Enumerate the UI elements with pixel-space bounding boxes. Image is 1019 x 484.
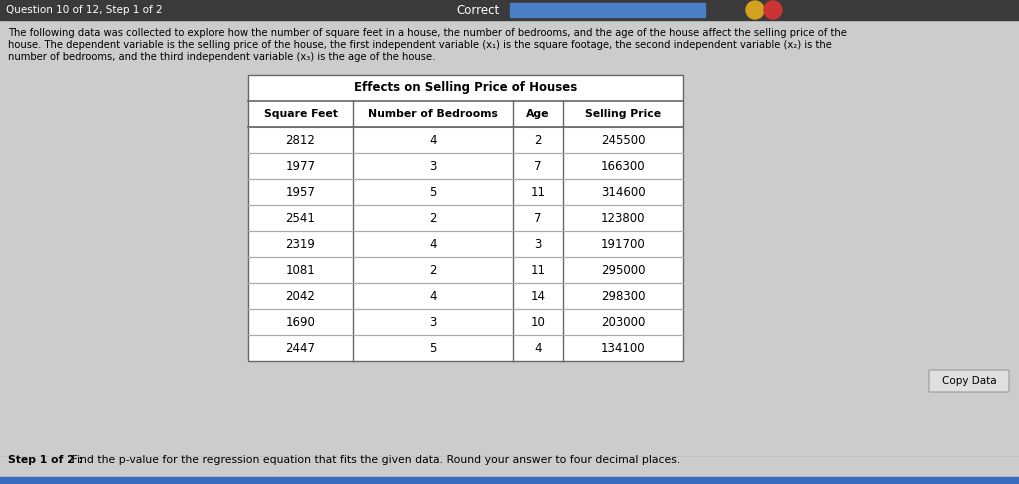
Text: 1690: 1690 xyxy=(285,316,315,329)
Text: 11: 11 xyxy=(530,185,545,198)
Text: 191700: 191700 xyxy=(600,238,645,251)
Text: 4: 4 xyxy=(429,134,436,147)
Text: 245500: 245500 xyxy=(600,134,645,147)
Text: Number of Bedrooms: Number of Bedrooms xyxy=(368,109,497,119)
Circle shape xyxy=(763,1,782,19)
Text: 2: 2 xyxy=(534,134,541,147)
Text: 123800: 123800 xyxy=(600,212,645,225)
Circle shape xyxy=(745,1,763,19)
Text: 11: 11 xyxy=(530,263,545,276)
Text: 4: 4 xyxy=(429,238,436,251)
Bar xyxy=(248,75,683,361)
Text: 134100: 134100 xyxy=(600,342,645,354)
Text: 2: 2 xyxy=(429,263,436,276)
Text: 3: 3 xyxy=(534,238,541,251)
Text: 2042: 2042 xyxy=(285,289,315,302)
Text: 2: 2 xyxy=(429,212,436,225)
Text: Effects on Selling Price of Houses: Effects on Selling Price of Houses xyxy=(354,81,577,94)
Text: number of bedrooms, and the third independent variable (x₃) is the age of the ho: number of bedrooms, and the third indepe… xyxy=(8,52,435,62)
Text: 7: 7 xyxy=(534,212,541,225)
Text: The following data was collected to explore how the number of square feet in a h: The following data was collected to expl… xyxy=(8,28,846,38)
Text: 4: 4 xyxy=(534,342,541,354)
Text: 2319: 2319 xyxy=(285,238,315,251)
Text: 10: 10 xyxy=(530,316,545,329)
Text: Selling Price: Selling Price xyxy=(584,109,660,119)
Text: 2447: 2447 xyxy=(285,342,315,354)
Bar xyxy=(510,3,704,17)
Bar xyxy=(0,0,1019,20)
Text: 1957: 1957 xyxy=(285,185,315,198)
Text: 14: 14 xyxy=(530,289,545,302)
Text: Square Feet: Square Feet xyxy=(263,109,337,119)
Text: 3: 3 xyxy=(429,316,436,329)
Text: 295000: 295000 xyxy=(600,263,645,276)
Text: Age: Age xyxy=(526,109,549,119)
Text: Find the p-value for the regression equation that fits the given data. Round you: Find the p-value for the regression equa… xyxy=(68,455,680,465)
Text: 2541: 2541 xyxy=(285,212,315,225)
Text: 5: 5 xyxy=(429,342,436,354)
Text: Correct: Correct xyxy=(455,3,499,16)
Text: 3: 3 xyxy=(429,160,436,172)
Text: house. The dependent variable is the selling price of the house, the first indep: house. The dependent variable is the sel… xyxy=(8,40,832,50)
Bar xyxy=(0,477,1019,484)
Text: 2812: 2812 xyxy=(285,134,315,147)
Text: 203000: 203000 xyxy=(600,316,645,329)
FancyBboxPatch shape xyxy=(928,370,1008,392)
Text: 298300: 298300 xyxy=(600,289,645,302)
Text: 4: 4 xyxy=(429,289,436,302)
Text: Step 1 of 2 :: Step 1 of 2 : xyxy=(8,455,83,465)
Text: 1081: 1081 xyxy=(285,263,315,276)
Text: Question 10 of 12, Step 1 of 2: Question 10 of 12, Step 1 of 2 xyxy=(6,5,162,15)
Text: Copy Data: Copy Data xyxy=(941,376,996,386)
Text: 314600: 314600 xyxy=(600,185,645,198)
Text: 1977: 1977 xyxy=(285,160,315,172)
Text: 166300: 166300 xyxy=(600,160,645,172)
Text: 5: 5 xyxy=(429,185,436,198)
Text: 7: 7 xyxy=(534,160,541,172)
